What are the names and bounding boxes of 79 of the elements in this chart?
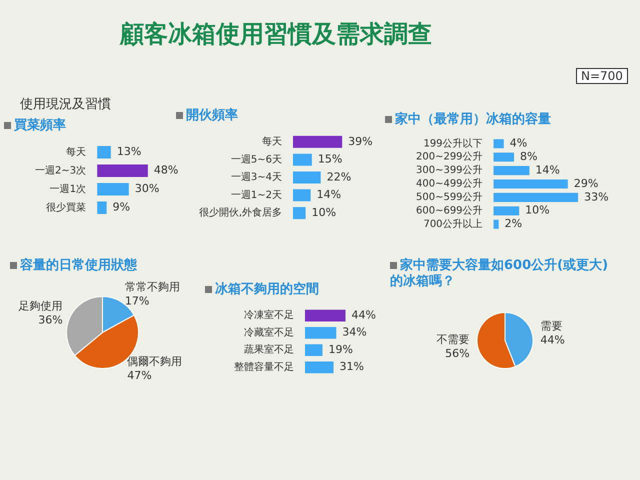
y-tick-label: 500~599公升 bbox=[416, 191, 483, 204]
bar bbox=[97, 146, 111, 158]
data-label: 15% bbox=[318, 152, 342, 166]
data-label: 10% bbox=[525, 204, 550, 217]
bar bbox=[494, 192, 578, 202]
data-label: 22% bbox=[326, 170, 352, 184]
data-label: 39% bbox=[348, 134, 373, 148]
data-label: 44% bbox=[351, 308, 376, 322]
text: 顧客冰箱使用習慣及需求調查 bbox=[120, 19, 432, 50]
bar bbox=[97, 164, 148, 177]
data-label: 17% bbox=[124, 294, 150, 308]
data-label: 31% bbox=[340, 360, 364, 374]
data-label: 30% bbox=[134, 182, 160, 196]
slice-label: 常常不夠用 bbox=[124, 280, 180, 294]
data-label: 8% bbox=[520, 150, 538, 163]
chart-title: 開伙頻率 bbox=[185, 108, 239, 124]
y-tick-label: 整體容量不足 bbox=[234, 360, 294, 373]
chart-title: 容量的日常使用狀態 bbox=[19, 258, 138, 274]
data-label: 9% bbox=[112, 200, 130, 214]
y-tick-label: 很少買菜 bbox=[46, 201, 86, 214]
data-label: 48% bbox=[154, 164, 178, 177]
bar bbox=[494, 152, 514, 162]
text: N=700 bbox=[576, 68, 628, 84]
y-tick-label: 每天 bbox=[66, 146, 86, 158]
bar bbox=[494, 139, 504, 148]
bar bbox=[293, 207, 306, 220]
bar bbox=[494, 206, 520, 216]
bar bbox=[494, 220, 499, 229]
data-label: 36% bbox=[38, 314, 63, 327]
text: 使用現況及習慣 bbox=[20, 96, 111, 113]
bar bbox=[494, 166, 530, 176]
bar bbox=[305, 327, 336, 339]
data-label: 44% bbox=[540, 334, 565, 347]
bar bbox=[293, 189, 311, 202]
y-tick-label: 一週5~6天 bbox=[230, 154, 282, 166]
data-label: 10% bbox=[312, 206, 336, 219]
y-tick-label: 600~699公升 bbox=[416, 204, 483, 216]
slice-label: 不需要 bbox=[436, 333, 470, 346]
data-label: 13% bbox=[116, 145, 142, 158]
y-tick-label: 冷凍室不足 bbox=[244, 309, 294, 322]
slice-label: 偶爾不夠用 bbox=[127, 354, 182, 368]
data-label: 34% bbox=[342, 326, 367, 339]
y-tick-label: 冷藏室不足 bbox=[244, 326, 294, 338]
y-tick-label: 200~299公升 bbox=[416, 150, 483, 163]
y-tick-label: 蔬果室不足 bbox=[244, 344, 294, 356]
y-tick-label: 一週2~3次 bbox=[34, 165, 86, 176]
y-tick-label: 400~499公升 bbox=[416, 178, 483, 190]
data-label: 4% bbox=[510, 136, 528, 150]
bar bbox=[305, 310, 346, 322]
y-tick-label: 300~399公升 bbox=[416, 164, 483, 176]
bar bbox=[293, 171, 321, 184]
bar bbox=[305, 362, 334, 374]
data-label: 33% bbox=[584, 190, 609, 204]
y-tick-label: 一週1~2天 bbox=[230, 190, 282, 201]
data-label: 29% bbox=[574, 176, 598, 190]
data-label: 19% bbox=[328, 342, 353, 356]
y-tick-label: 一週1次 bbox=[50, 184, 86, 195]
y-tick-label: 每天 bbox=[262, 135, 282, 148]
bar bbox=[293, 136, 342, 148]
chart-title: 買菜頻率 bbox=[13, 118, 67, 134]
chart-title: 家中（最常用）冰箱的容量 bbox=[394, 112, 552, 128]
y-tick-label: 很少開伙,外食居多 bbox=[198, 206, 282, 219]
chart-title: 冰箱不夠用的空間 bbox=[214, 282, 320, 298]
bar bbox=[305, 344, 322, 356]
bar bbox=[494, 179, 568, 189]
data-label: 56% bbox=[445, 347, 470, 360]
data-label: 14% bbox=[535, 163, 560, 176]
data-label: 47% bbox=[127, 368, 152, 382]
slice-label: 需要 bbox=[540, 320, 562, 333]
chart-title: 家中需要大容量如600公升(或更大)的冰箱嗎？ bbox=[390, 258, 610, 290]
data-label: 2% bbox=[504, 217, 522, 230]
y-tick-label: 一週3~4天 bbox=[230, 172, 282, 184]
bar bbox=[97, 183, 129, 196]
y-tick-label: 700公升以上 bbox=[423, 218, 483, 230]
data-label: 14% bbox=[316, 188, 342, 202]
bar bbox=[97, 202, 107, 214]
bar bbox=[293, 154, 312, 166]
y-tick-label: 199公升以下 bbox=[423, 137, 483, 150]
slice-label: 足夠使用 bbox=[18, 300, 63, 313]
